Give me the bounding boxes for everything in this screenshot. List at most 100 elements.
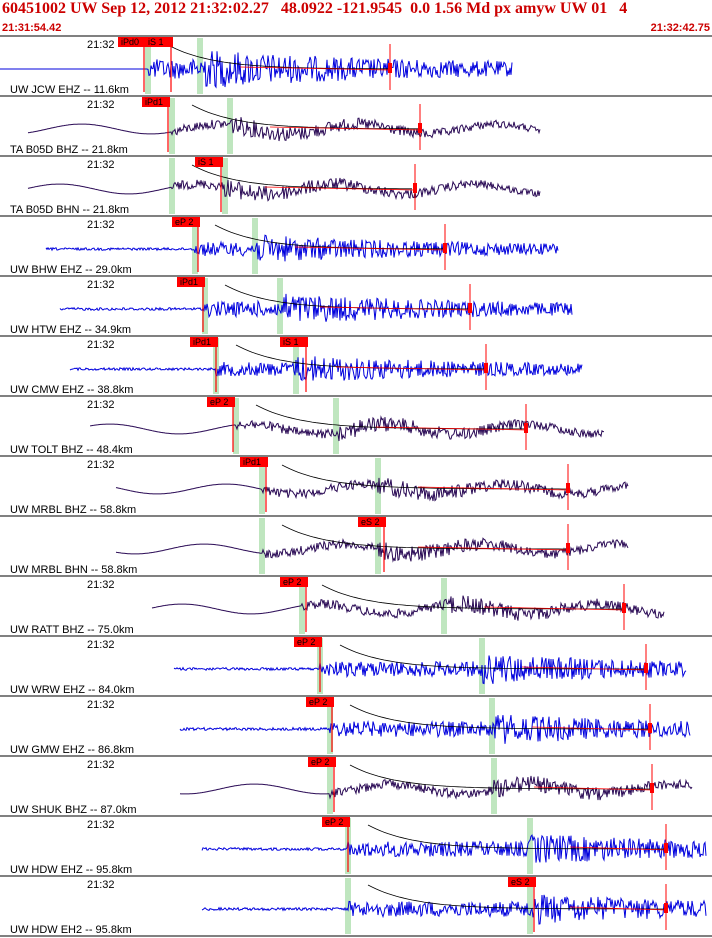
trace-time: 21:32 [87,99,115,111]
pick-flag[interactable] [308,757,336,767]
trace-panel: 21:32 UW TOLT BHZ -- 48.4km eP 2 [0,395,712,456]
pick-flag[interactable] [280,577,308,587]
station-label: UW HTW EHZ -- 34.9km [10,324,131,336]
trace-time: 21:32 [87,579,115,591]
coda-curve [367,824,664,850]
coda-tick [664,903,668,913]
trace-panel: 21:32 UW HTW EHZ -- 34.9km iPd1 [0,275,712,336]
pick-label: eP 2 [297,637,315,647]
coda-line [483,606,625,611]
coda-curve [214,224,443,250]
pick-label: iS 1 [198,157,214,167]
trace-panel: 21:32 UW MRBL BHZ -- 58.8km iPd1 [0,455,712,516]
s-window-band [227,98,233,154]
trace-panel: 21:32 TA B05D BHN -- 21.8km iS 1 [0,155,712,216]
pick-label: iPd1 [180,277,198,287]
coda-line [569,846,667,851]
pick-flag[interactable] [280,337,308,347]
coda-tick [622,603,626,613]
p-window-band [299,578,305,634]
coda-line [335,366,487,371]
pick-label: iPd0 [121,37,139,47]
coda-line [521,666,647,671]
pick-label: eP 2 [311,757,329,767]
coda-tick [484,363,488,373]
pick-flag[interactable] [195,157,223,167]
s-window-band [527,818,533,874]
p-window-band [192,218,198,274]
event-header: 60451002 UW Sep 12, 2012 21:32:02.27 48.… [2,0,628,17]
trace-time: 21:32 [87,339,115,351]
p-window-band [145,38,151,94]
coda-tick [644,663,648,673]
coda-curve [367,884,664,910]
pick-flag[interactable] [142,97,170,107]
p-window-band [169,98,175,154]
station-label: UW JCW EHZ -- 11.6km [10,84,129,96]
pick-flag[interactable] [145,37,173,47]
waveform [45,234,559,262]
pick-flag[interactable] [118,37,146,47]
waveform [179,775,693,801]
waveform [173,655,687,685]
trace-panel: 21:32 UW JCW EHZ -- 11.6km iPd0 iS 1 [0,35,712,96]
pick-flag[interactable] [172,217,200,227]
waveform [89,415,604,442]
trace-panel: 21:32 UW GMW EHZ -- 86.8km eP 2 [0,695,712,756]
pick-flag[interactable] [207,397,235,407]
coda-tick [648,723,652,733]
trace-time: 21:32 [87,459,115,471]
coda-curve [339,644,644,670]
coda-curve [349,704,650,730]
pick-flag[interactable] [322,817,350,827]
trace-panel: 21:32 UW SHUK BHZ -- 87.0km eP 2 [0,755,712,816]
station-label: UW BHW EHZ -- 29.0km [10,264,132,276]
pick-label: eS 2 [361,517,380,527]
coda-curve [167,44,388,70]
trace-panel: 21:32 UW CMW EHZ -- 38.8km iPd1 iS 1 [0,335,712,396]
station-label: UW TOLT BHZ -- 48.4km [10,444,133,456]
pick-label: iPd1 [145,97,163,107]
waveform [59,293,573,322]
p-window-band [259,518,265,574]
p-window-band [327,698,333,754]
waveform [27,177,541,202]
coda-line [375,426,527,431]
pick-label: iPd1 [243,457,261,467]
trace-panel: UW MRBL BHN -- 58.8km eS 2 [0,515,712,576]
coda-tick [664,843,668,853]
coda-tick [413,183,417,193]
pick-flag[interactable] [358,517,386,527]
trace-panel: 21:32 UW BHW EHZ -- 29.0km eP 2 [0,215,712,276]
station-label: UW SHUK BHZ -- 87.0km [10,804,137,816]
coda-curve [281,524,566,550]
trace-time: 21:32 [87,639,115,651]
pick-flag[interactable] [240,457,268,467]
trace-time: 21:32 [87,399,115,411]
pick-flag[interactable] [190,337,218,347]
end-time: 21:32:42.75 [650,22,710,34]
s-window-band [277,278,283,334]
station-label: UW GMW EHZ -- 86.8km [10,744,134,756]
pick-flag[interactable] [294,637,322,647]
pick-label: eP 2 [175,217,193,227]
waveform [179,715,691,744]
coda-tick [524,423,528,433]
station-label: TA B05D BHN -- 21.8km [10,204,129,216]
pick-flag[interactable] [306,697,334,707]
station-label: UW MRBL BHN -- 58.8km [10,564,137,576]
coda-line [319,306,471,311]
s-window-band [441,578,447,634]
station-label: UW HDW EH2 -- 95.8km [10,924,132,936]
coda-curve [191,164,412,190]
start-time: 21:31:54.42 [2,22,62,34]
pick-flag[interactable] [508,877,536,887]
trace-time: 21:32 [87,819,115,831]
pick-label: eP 2 [210,397,228,407]
coda-tick [566,543,570,553]
pick-label: eP 2 [309,697,327,707]
pick-flag[interactable] [177,277,205,287]
coda-line [531,726,651,731]
station-label: UW WRW EHZ -- 84.0km [10,684,134,696]
coda-curve [235,344,484,370]
